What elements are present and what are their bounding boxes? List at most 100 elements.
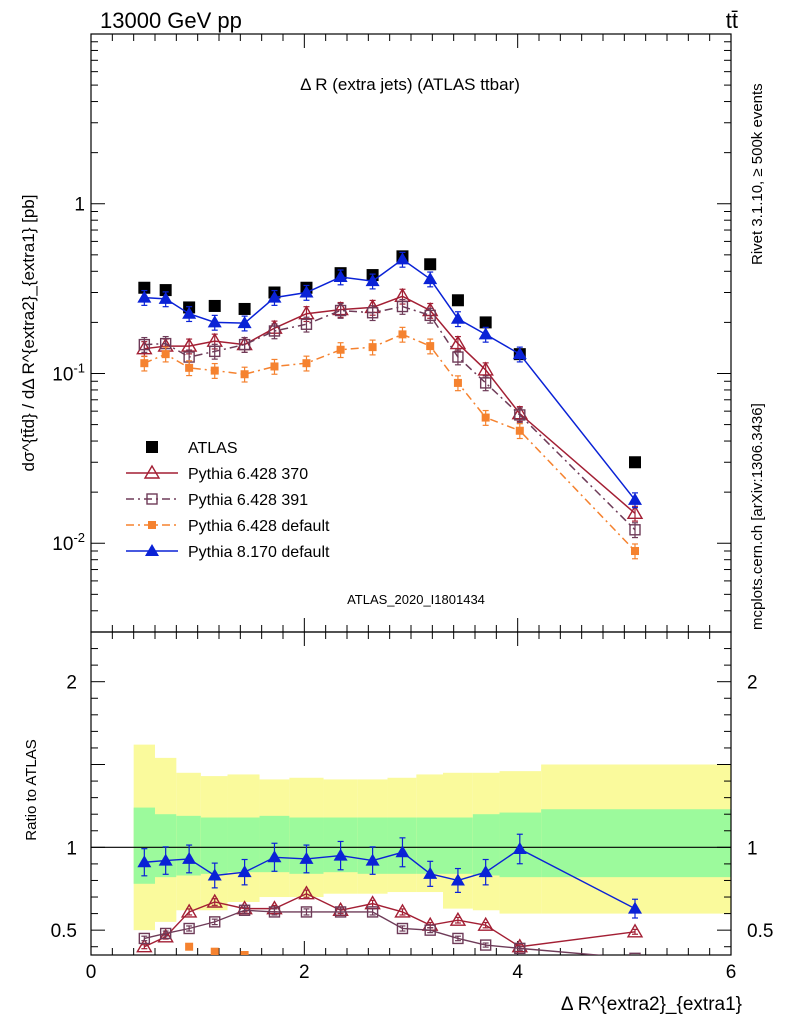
series xyxy=(138,298,641,539)
legend-marker xyxy=(145,544,159,556)
data-point xyxy=(158,853,173,866)
data-point xyxy=(394,903,411,918)
data-point xyxy=(450,873,465,886)
series xyxy=(138,904,641,955)
data-point xyxy=(477,916,494,931)
legend-item: Pythia 6.428 391 xyxy=(126,492,308,509)
data-point xyxy=(366,307,379,319)
data-point xyxy=(302,359,311,368)
data-point xyxy=(452,351,464,363)
legend-item: Pythia 6.428 370 xyxy=(126,464,308,483)
data-point xyxy=(300,318,313,330)
data-point xyxy=(240,370,249,379)
data-point xyxy=(628,492,642,505)
data-point xyxy=(334,906,347,918)
data-point xyxy=(336,345,345,354)
data-point xyxy=(157,928,174,943)
data-point xyxy=(208,299,221,312)
data-point xyxy=(209,916,221,928)
data-point xyxy=(299,851,314,864)
data-point xyxy=(629,456,641,469)
y-tick-label-right: 0.5 xyxy=(747,921,773,942)
data-point xyxy=(512,841,527,854)
data-point xyxy=(481,413,490,422)
data-point xyxy=(424,258,437,271)
data-point xyxy=(159,927,172,940)
data-point xyxy=(424,309,436,322)
ratio-uncertainty-bands xyxy=(91,744,731,931)
data-point xyxy=(333,848,348,861)
data-point xyxy=(453,378,462,387)
legend-marker xyxy=(143,464,161,479)
header-right: tt̄ xyxy=(726,8,738,33)
series-line xyxy=(144,305,636,531)
legend: ATLAS Pythia 6.428 370 Pythia 6.428 391 Pyt… xyxy=(126,440,330,561)
green-band-bin xyxy=(227,817,260,873)
data-point xyxy=(238,302,251,315)
y-tick-label: 2 xyxy=(66,673,77,694)
x-tick-label: 2 xyxy=(299,962,310,983)
data-point xyxy=(180,903,198,918)
y-tick-label: 10-2 xyxy=(52,530,85,555)
data-point xyxy=(299,285,314,298)
data-point xyxy=(136,938,153,953)
legend-marker xyxy=(148,521,156,529)
data-point xyxy=(267,850,282,863)
data-point xyxy=(395,845,410,858)
legend-item: Pythia 6.428 default xyxy=(126,518,330,535)
main-plot-axes: 10-2 10-1 1 xyxy=(52,33,732,633)
data-point xyxy=(423,272,438,285)
series xyxy=(185,942,249,955)
data-point xyxy=(479,377,492,389)
ratio-plot-series xyxy=(136,833,644,955)
y-tick-label: 10-1 xyxy=(52,360,85,385)
data-point xyxy=(449,911,467,926)
data-point xyxy=(268,325,281,337)
data-point xyxy=(158,291,173,304)
ylabel-ratio: Ratio to ATLAS xyxy=(23,739,40,840)
data-point xyxy=(478,865,493,878)
data-point xyxy=(365,274,380,287)
legend-label: Pythia 6.428 391 xyxy=(188,492,308,509)
data-point xyxy=(136,340,153,355)
y-tick-label-right: 2 xyxy=(747,673,758,694)
data-point xyxy=(515,426,524,435)
green-band-bin xyxy=(541,809,731,878)
y-tick-label-right: 1 xyxy=(747,838,758,859)
data-point xyxy=(300,906,313,918)
data-point xyxy=(629,952,641,955)
data-point xyxy=(365,853,380,866)
ratio-plot-axes: 0 2 4 6 0.5 0.5 1 1 2 2 xyxy=(51,631,773,983)
data-point xyxy=(182,851,197,864)
ylabel-main: dσ^{tt̄d} / dΔ R^{extra2}_{extra1} [pb] xyxy=(19,195,38,472)
legend-label: Pythia 6.428 default xyxy=(188,518,330,535)
data-point xyxy=(210,947,219,955)
data-point xyxy=(396,300,409,313)
series xyxy=(137,833,642,919)
data-point xyxy=(479,939,492,951)
data-point xyxy=(237,316,252,329)
data-point xyxy=(185,363,194,372)
legend-marker xyxy=(146,441,158,453)
data-point xyxy=(138,338,151,351)
y-tick-label: 0.5 xyxy=(51,921,77,942)
data-point xyxy=(267,290,282,303)
data-point xyxy=(185,942,194,951)
legend-item: ATLAS xyxy=(146,440,238,457)
y-tick-label: 1 xyxy=(66,838,77,859)
main-title: Δ R (extra jets) (ATLAS ttbar) xyxy=(300,75,520,94)
data-point xyxy=(628,901,642,914)
data-point xyxy=(334,304,347,317)
data-point xyxy=(396,922,409,935)
data-point xyxy=(631,547,639,556)
data-point xyxy=(182,306,197,319)
data-point xyxy=(140,359,149,368)
data-point xyxy=(238,904,251,916)
data-point xyxy=(514,942,526,955)
x-tick-label: 6 xyxy=(726,962,737,983)
data-point xyxy=(210,366,219,375)
data-point xyxy=(479,316,492,329)
legend-label: Pythia 6.428 370 xyxy=(188,466,308,483)
data-point xyxy=(366,906,379,918)
